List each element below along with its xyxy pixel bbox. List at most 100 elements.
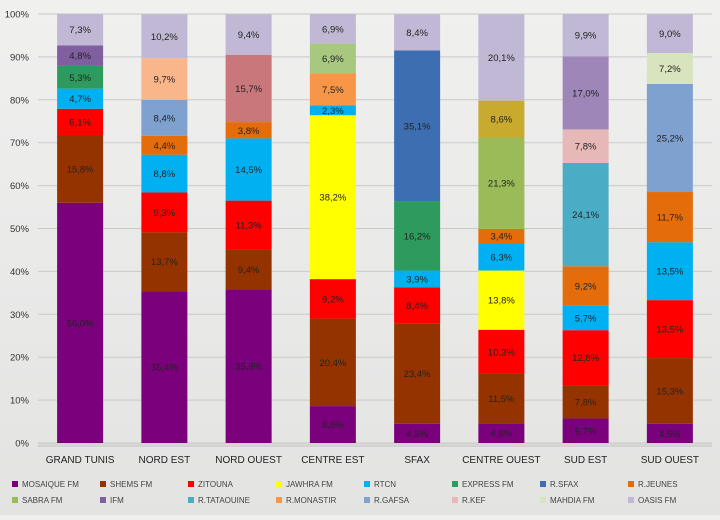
bar-segment xyxy=(646,300,693,359)
data-label: 5,3% xyxy=(69,73,91,84)
bar-segment xyxy=(478,137,525,229)
data-label: 6,9% xyxy=(322,54,344,65)
bar-segment xyxy=(57,202,104,443)
data-label: 9,3% xyxy=(154,208,176,219)
legend-swatch xyxy=(100,481,106,487)
bar-segment xyxy=(646,358,693,424)
x-tick-label: SUD EST xyxy=(564,455,607,466)
data-label: 15,7% xyxy=(235,84,262,95)
bar-segment xyxy=(225,54,272,123)
bar-segment xyxy=(225,122,272,139)
legend-swatch xyxy=(628,481,634,487)
data-label: 16,2% xyxy=(404,231,431,242)
x-axis-ticks: GRAND TUNIS NORD EST NORD OUEST CENTRE EST S… xyxy=(46,455,699,466)
bar-segment xyxy=(478,243,525,271)
data-label: 6,1% xyxy=(69,117,91,128)
data-label: 10,3% xyxy=(488,347,515,358)
data-label: 13,5% xyxy=(656,325,683,336)
bar-segment xyxy=(225,289,272,443)
data-label: 8,4% xyxy=(154,113,176,124)
bar-segment xyxy=(562,385,609,419)
bar-segment xyxy=(478,228,525,244)
y-axis-ticks: 0% 10% 20% 30% 40% 50% 60% 70% 80% 90% 100% xyxy=(5,10,30,450)
bar-segment xyxy=(562,56,609,130)
x-tick-label: GRAND TUNIS xyxy=(46,455,115,466)
data-label: 8,4% xyxy=(406,301,428,312)
legend-label: R.TATAOUINE xyxy=(198,496,250,505)
legend-swatch xyxy=(188,481,194,487)
legend-label: IFM xyxy=(110,496,124,505)
bar-segment xyxy=(394,323,441,424)
bar-segment xyxy=(57,65,104,89)
legend: MOSAIQUE FM SHEMS FM ZITOUNA JAWHRA FM RTCN E… xyxy=(12,480,678,505)
bar-segment xyxy=(562,266,609,306)
bar-segment xyxy=(478,373,525,424)
bar-segment xyxy=(57,14,104,46)
bar-segment xyxy=(309,105,356,116)
data-label: 15,3% xyxy=(656,386,683,397)
legend-label: RTCN xyxy=(374,480,396,489)
chart-floor xyxy=(38,443,712,447)
bar-segment xyxy=(394,287,441,324)
legend-swatch xyxy=(276,481,282,487)
bar-segment xyxy=(394,14,441,51)
data-label: 3,4% xyxy=(491,232,513,243)
data-label: 4,5% xyxy=(659,429,681,440)
bar-segment xyxy=(478,100,525,138)
legend-swatch xyxy=(12,497,18,503)
legend-swatch xyxy=(364,481,370,487)
legend-label: R.MONASTIR xyxy=(286,496,336,505)
bars xyxy=(57,14,693,443)
legend-swatch xyxy=(12,481,18,487)
legend-swatch xyxy=(276,497,282,503)
data-label: 11,5% xyxy=(488,394,515,405)
data-label: 9,2% xyxy=(575,281,597,292)
data-label: 35,1% xyxy=(404,121,431,132)
legend-label: MOSAIQUE FM xyxy=(22,480,79,489)
bar-segment xyxy=(646,14,693,54)
data-label: 11,3% xyxy=(236,220,263,231)
y-tick-label: 60% xyxy=(10,181,30,192)
legend-label: R.KEF xyxy=(462,496,486,505)
bar-segment xyxy=(478,329,525,374)
bar-segment xyxy=(141,99,188,136)
data-label: 35,8% xyxy=(235,362,262,373)
y-tick-label: 40% xyxy=(10,267,30,278)
data-label: 8,4% xyxy=(406,28,428,39)
legend-swatch xyxy=(540,481,546,487)
legend-label: SHEMS FM xyxy=(110,480,153,489)
data-label: 3,9% xyxy=(406,274,428,285)
x-tick-label: SFAX xyxy=(404,455,430,466)
y-tick-label: 70% xyxy=(10,138,30,149)
y-tick-label: 100% xyxy=(5,10,30,21)
legend-swatch xyxy=(452,481,458,487)
data-label: 20,4% xyxy=(319,358,346,369)
bar-segment xyxy=(394,50,441,202)
data-label: 8,6% xyxy=(322,420,344,431)
bar-segment xyxy=(57,45,104,66)
bar-segment xyxy=(646,242,693,301)
bar-segment xyxy=(478,270,525,330)
bar-segment xyxy=(141,192,188,233)
bar-segment xyxy=(562,305,609,331)
bar-segment xyxy=(57,108,104,135)
data-label: 6,3% xyxy=(491,253,513,264)
data-label: 25,2% xyxy=(656,133,683,144)
bar-segment xyxy=(141,291,188,443)
data-label: 5,7% xyxy=(575,313,597,324)
bar-segment xyxy=(141,232,188,292)
data-label: 11,7% xyxy=(657,213,684,224)
y-tick-label: 10% xyxy=(10,396,30,407)
x-tick-label: NORD EST xyxy=(139,455,191,466)
legend-swatch xyxy=(100,497,106,503)
data-label: 9,4% xyxy=(238,265,260,276)
legend-swatch xyxy=(540,497,546,503)
legend-swatch xyxy=(452,497,458,503)
bar-segment xyxy=(478,14,525,101)
bar-segment xyxy=(646,83,693,193)
bar-segment xyxy=(225,14,272,55)
y-tick-label: 50% xyxy=(10,224,30,235)
data-label: 35,4% xyxy=(151,363,178,374)
bar-segment xyxy=(646,192,693,243)
